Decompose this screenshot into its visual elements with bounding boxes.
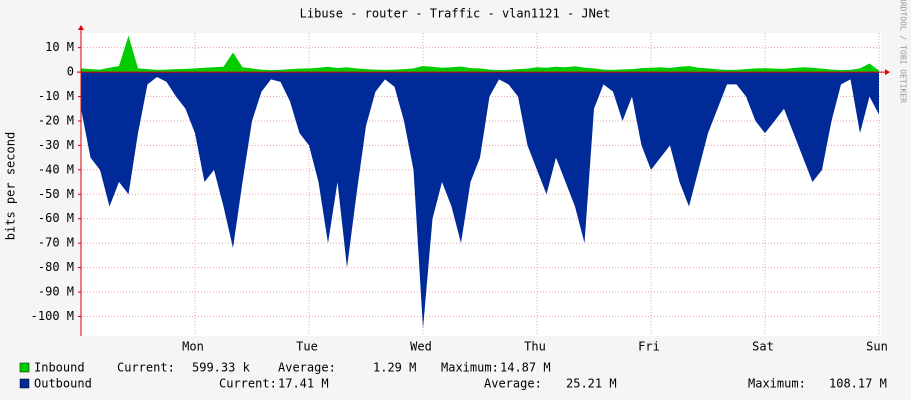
legend-stat: Average: [484, 377, 542, 391]
legend-stat: 14.87 M [500, 361, 551, 375]
y-tick-label: -20 M [38, 113, 74, 127]
y-tick-label: 0 [67, 65, 74, 79]
legend-swatch [19, 362, 30, 373]
legend-stat: 25.21 M [566, 377, 617, 391]
y-tick-label: -40 M [38, 162, 74, 176]
legend-stat: Maximum: [441, 361, 499, 375]
y-tick-label: -100 M [31, 309, 74, 323]
y-tick-label: -30 M [38, 138, 74, 152]
x-tick-label: Mon [182, 340, 204, 354]
legend-swatch [19, 378, 30, 389]
y-axis-arrow [78, 25, 84, 30]
legend-label: Inbound [34, 361, 85, 375]
y-tick-label: -70 M [38, 236, 74, 250]
legend-stat: Current: [219, 377, 277, 391]
y-tick-label: -90 M [38, 285, 74, 299]
x-tick-label: Tue [296, 340, 318, 354]
legend-label: Outbound [34, 377, 92, 391]
y-tick-label: -10 M [38, 89, 74, 103]
area [81, 35, 879, 73]
x-tick-label: Thu [524, 340, 546, 354]
legend-stat: 108.17 M [829, 377, 887, 391]
legend-stat: 599.33 k [192, 361, 251, 375]
legend-stat: 17.41 M [278, 377, 329, 391]
legend-stat: Maximum: [748, 377, 806, 391]
area [81, 72, 879, 329]
chart-title: Libuse - router - Traffic - vlan1121 - J… [300, 7, 611, 21]
y-tick-label: -50 M [38, 187, 74, 201]
y-tick-label: -60 M [38, 211, 74, 225]
side-credit: RRDTOOL / TOBI OETIKER [899, 0, 908, 103]
x-tick-label: Fri [638, 340, 660, 354]
x-tick-label: Wed [410, 340, 432, 354]
x-tick-label: Sat [752, 340, 774, 354]
x-tick-label: Sun [866, 340, 888, 354]
legend-stat: Current: [117, 361, 175, 375]
y-tick-label: -80 M [38, 260, 74, 274]
legend-stat: 1.29 M [373, 361, 416, 375]
y-tick-label: 10 M [45, 40, 74, 54]
legend-stat: Average: [278, 361, 336, 375]
x-axis-arrow [885, 69, 890, 76]
y-axis-label: bits per second [4, 132, 18, 240]
